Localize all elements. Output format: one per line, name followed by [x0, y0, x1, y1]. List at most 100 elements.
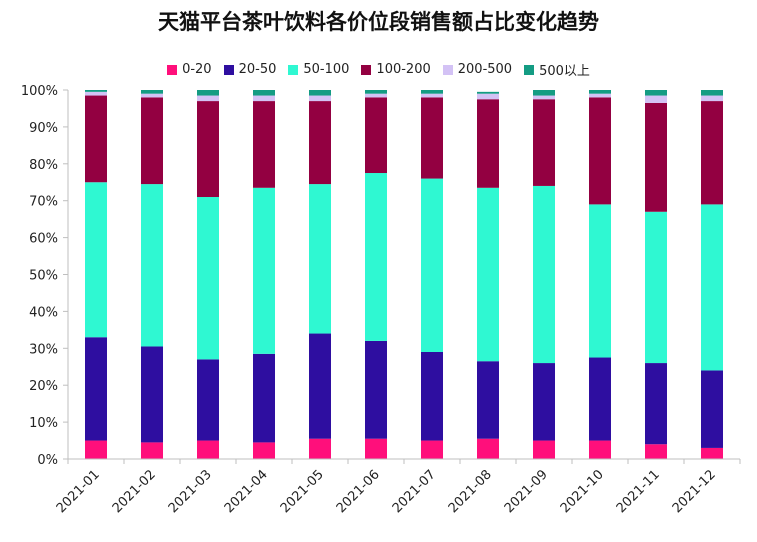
bar-segment-4 — [253, 95, 275, 102]
bar-segment-1 — [477, 361, 499, 439]
bar-segment-2 — [645, 211, 667, 364]
bar-segment-4 — [701, 95, 723, 102]
bar-segment-0 — [141, 442, 163, 459]
legend-item: 500以上 — [524, 60, 590, 79]
bar-segment-3 — [141, 97, 163, 185]
bar-segment-0 — [85, 440, 107, 459]
bar-segment-2 — [85, 182, 107, 338]
x-tick-label: 2021-08 — [446, 467, 495, 516]
legend-swatch — [361, 64, 372, 75]
bar-segment-5 — [309, 90, 331, 96]
bar-segment-4 — [365, 93, 387, 98]
bar-segment-4 — [589, 93, 611, 98]
y-tick-label: 80% — [29, 158, 58, 173]
y-tick-label: 20% — [29, 379, 58, 394]
bar-segment-3 — [309, 101, 331, 185]
y-tick-label: 50% — [29, 269, 58, 284]
bar-segment-0 — [701, 447, 723, 459]
bar-segment-0 — [197, 440, 219, 459]
legend-label: 50-100 — [303, 62, 350, 77]
x-tick-label: 2021-04 — [222, 467, 271, 516]
legend-item: 200-500 — [442, 60, 513, 79]
bar-segment-1 — [645, 363, 667, 445]
legend-swatch — [442, 64, 453, 75]
bar-segment-2 — [141, 184, 163, 347]
bar-segment-0 — [477, 438, 499, 459]
legend-label: 500以上 — [539, 64, 590, 79]
legend-swatch — [223, 64, 234, 75]
bar-segment-2 — [309, 184, 331, 334]
bar-segment-5 — [533, 90, 555, 96]
bar-segment-2 — [421, 178, 443, 352]
bar-segment-4 — [141, 93, 163, 98]
bar-segment-1 — [85, 337, 107, 441]
x-tick-label: 2021-05 — [278, 467, 327, 516]
legend-label: 0-20 — [182, 62, 212, 77]
legend-item: 100-200 — [361, 60, 431, 79]
bar-segment-4 — [421, 93, 443, 98]
chart-title: 天猫平台茶叶饮料各价位段销售额占比变化趋势 — [158, 10, 599, 34]
bar-segment-3 — [701, 101, 723, 205]
bar-segment-3 — [589, 97, 611, 205]
bar-segment-1 — [589, 357, 611, 441]
bar-segment-5 — [421, 90, 443, 94]
bar-segment-3 — [85, 95, 107, 183]
bar-segment-4 — [645, 95, 667, 103]
bar-segment-0 — [421, 440, 443, 459]
legend: 0-20 20-50 50-100 100-200 200-500 500以上 — [0, 60, 757, 79]
bar-segment-0 — [365, 438, 387, 459]
bar-segment-3 — [421, 97, 443, 179]
legend-label: 20-50 — [238, 62, 277, 77]
bar-segment-3 — [365, 97, 387, 174]
x-tick-label: 2021-01 — [54, 467, 103, 516]
bar-segment-1 — [309, 333, 331, 439]
bar-segment-0 — [253, 442, 275, 459]
bar-segment-5 — [141, 90, 163, 94]
bar-segment-2 — [589, 204, 611, 358]
legend-item: 50-100 — [288, 60, 349, 79]
y-tick-label: 70% — [29, 195, 58, 210]
bar-segment-4 — [309, 95, 331, 102]
bar-segment-3 — [533, 99, 555, 186]
bar-segment-2 — [365, 173, 387, 341]
bar-segment-5 — [645, 90, 667, 96]
bar-segment-5 — [477, 91, 499, 94]
bar-segment-1 — [421, 351, 443, 441]
bar-segment-5 — [701, 90, 723, 96]
legend-swatch — [524, 64, 535, 75]
bar-segment-3 — [477, 99, 499, 188]
bar-segment-4 — [197, 95, 219, 102]
bar-segment-4 — [85, 91, 107, 96]
bar-segment-2 — [477, 187, 499, 362]
legend-item: 20-50 — [223, 60, 277, 79]
legend-label: 200-500 — [457, 62, 513, 77]
bar-segment-1 — [365, 340, 387, 439]
bar-segment-2 — [253, 187, 275, 354]
bar-segment-0 — [309, 438, 331, 459]
x-tick-label: 2021-12 — [670, 467, 719, 516]
x-tick-label: 2021-06 — [334, 467, 383, 516]
bar-segment-5 — [197, 90, 219, 96]
y-tick-label: 30% — [29, 342, 58, 357]
bar-segment-1 — [197, 359, 219, 441]
legend-swatch — [288, 64, 299, 75]
y-tick-label: 0% — [37, 453, 58, 468]
bar-segment-3 — [197, 101, 219, 198]
bar-segment-1 — [701, 370, 723, 448]
x-tick-label: 2021-11 — [614, 467, 663, 516]
legend-item: 0-20 — [167, 60, 212, 79]
legend-swatch — [167, 64, 178, 75]
bar-segment-5 — [85, 90, 107, 92]
bar-segment-3 — [645, 102, 667, 212]
bar-segment-0 — [589, 440, 611, 459]
legend-label: 100-200 — [376, 62, 431, 77]
bar-segment-4 — [477, 93, 499, 100]
y-tick-label: 40% — [29, 305, 58, 320]
bar-segment-2 — [533, 185, 555, 364]
y-tick-label: 60% — [29, 232, 58, 247]
x-tick-label: 2021-02 — [110, 467, 159, 516]
bar-segment-5 — [589, 90, 611, 94]
bar-segment-2 — [197, 197, 219, 360]
y-tick-label: 100% — [21, 84, 58, 99]
x-tick-label: 2021-09 — [502, 467, 551, 516]
